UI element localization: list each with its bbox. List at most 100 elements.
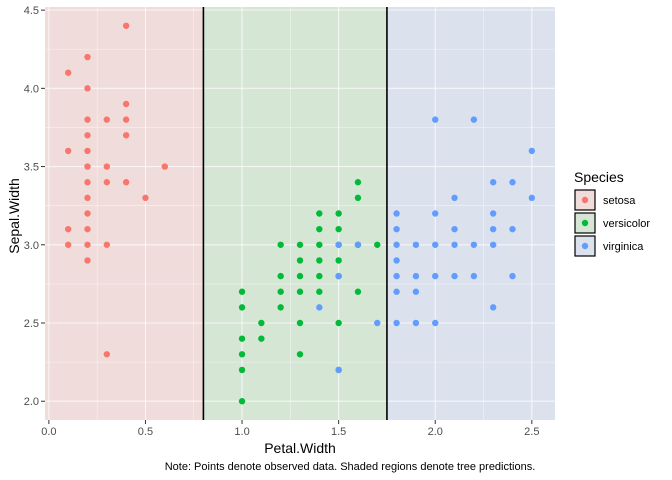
point-virginica xyxy=(335,272,342,280)
point-setosa xyxy=(84,194,91,202)
point-setosa xyxy=(84,132,91,139)
point-virginica xyxy=(470,241,478,248)
point-versicolor xyxy=(238,398,246,405)
point-virginica xyxy=(451,225,458,233)
point-virginica xyxy=(470,272,478,280)
point-versicolor xyxy=(354,288,362,295)
point-virginica xyxy=(393,241,400,248)
split-lines xyxy=(202,7,388,420)
point-versicolor xyxy=(335,319,342,327)
point-setosa xyxy=(122,116,130,123)
point-virginica xyxy=(432,319,439,327)
x-tick-label: 2.0 xyxy=(428,426,443,438)
point-versicolor xyxy=(258,335,265,342)
point-virginica xyxy=(393,225,400,233)
point-versicolor xyxy=(296,351,304,358)
point-versicolor xyxy=(354,194,362,202)
legend-label-virginica: virginica xyxy=(603,241,644,253)
point-versicolor xyxy=(316,272,323,280)
point-virginica xyxy=(335,241,342,248)
legend-title: Species xyxy=(574,169,624,185)
point-setosa xyxy=(84,257,91,264)
point-setosa xyxy=(64,69,72,76)
point-versicolor xyxy=(335,210,342,217)
point-virginica xyxy=(451,194,458,202)
point-virginica xyxy=(393,288,400,295)
point-setosa xyxy=(84,53,91,61)
y-tick-label: 2.0 xyxy=(24,396,39,408)
point-virginica xyxy=(335,366,342,374)
point-setosa xyxy=(64,225,72,233)
region-setosa xyxy=(45,7,204,420)
point-versicolor xyxy=(296,319,304,327)
point-versicolor xyxy=(238,304,246,311)
point-virginica xyxy=(451,272,458,280)
point-setosa xyxy=(84,225,91,233)
point-versicolor xyxy=(277,304,284,311)
point-setosa xyxy=(84,147,91,155)
legend-point-virginica xyxy=(581,242,589,250)
point-virginica xyxy=(432,241,439,248)
point-versicolor xyxy=(316,288,323,295)
point-versicolor xyxy=(296,272,304,280)
point-virginica xyxy=(489,179,497,186)
point-virginica xyxy=(374,319,381,327)
point-virginica xyxy=(470,116,478,123)
caption-note: Note: Points denote observed data. Shade… xyxy=(165,461,536,473)
point-virginica xyxy=(432,272,439,280)
point-versicolor xyxy=(258,319,265,327)
point-versicolor xyxy=(238,335,246,342)
point-virginica xyxy=(432,210,439,217)
point-virginica xyxy=(489,241,497,248)
y-tick-label: 3.5 xyxy=(24,162,39,174)
x-tick-label: 2.5 xyxy=(524,426,539,438)
point-setosa xyxy=(103,163,111,170)
point-versicolor xyxy=(316,210,323,217)
point-virginica xyxy=(412,319,420,327)
point-virginica xyxy=(316,304,323,311)
point-virginica xyxy=(528,194,536,202)
y-tick-label: 3.0 xyxy=(24,240,39,252)
point-virginica xyxy=(509,179,516,186)
y-axis-title: Sepal.Width xyxy=(6,178,22,253)
point-setosa xyxy=(84,116,91,123)
point-versicolor xyxy=(316,241,323,248)
point-setosa xyxy=(84,163,91,170)
x-tick-label: 1.5 xyxy=(331,426,346,438)
point-virginica xyxy=(412,272,420,280)
x-axis-title: Petal.Width xyxy=(264,440,336,456)
point-setosa xyxy=(84,210,91,217)
point-versicolor xyxy=(238,288,246,295)
point-virginica xyxy=(354,241,362,248)
y-tick-label: 2.5 xyxy=(24,318,39,330)
legend-point-setosa xyxy=(581,196,589,204)
point-virginica xyxy=(489,210,497,217)
prediction-regions xyxy=(45,7,555,420)
point-versicolor xyxy=(277,288,284,295)
point-setosa xyxy=(84,241,91,248)
point-versicolor xyxy=(277,241,284,248)
point-virginica xyxy=(393,210,400,217)
point-versicolor xyxy=(296,257,304,264)
point-setosa xyxy=(103,351,111,358)
y-tick-label: 4.0 xyxy=(24,83,39,95)
legend-label-versicolor: versicolor xyxy=(603,218,650,230)
point-setosa xyxy=(122,100,130,108)
legend: Species setosa versicolor virginica xyxy=(574,169,650,257)
point-virginica xyxy=(528,147,536,155)
point-virginica xyxy=(412,241,420,248)
point-versicolor xyxy=(316,257,323,264)
point-setosa xyxy=(122,132,130,139)
point-versicolor xyxy=(238,366,246,374)
y-axis-ticks: 2.0 2.5 3.0 3.5 4.0 4.5 xyxy=(24,5,45,408)
point-virginica xyxy=(509,225,516,233)
point-setosa xyxy=(84,85,91,92)
point-virginica xyxy=(393,272,400,280)
point-setosa xyxy=(142,194,149,202)
point-versicolor xyxy=(238,351,246,358)
region-virginica xyxy=(386,7,555,420)
point-virginica xyxy=(509,272,516,280)
x-tick-label: 1.0 xyxy=(234,426,249,438)
point-virginica xyxy=(432,116,439,123)
